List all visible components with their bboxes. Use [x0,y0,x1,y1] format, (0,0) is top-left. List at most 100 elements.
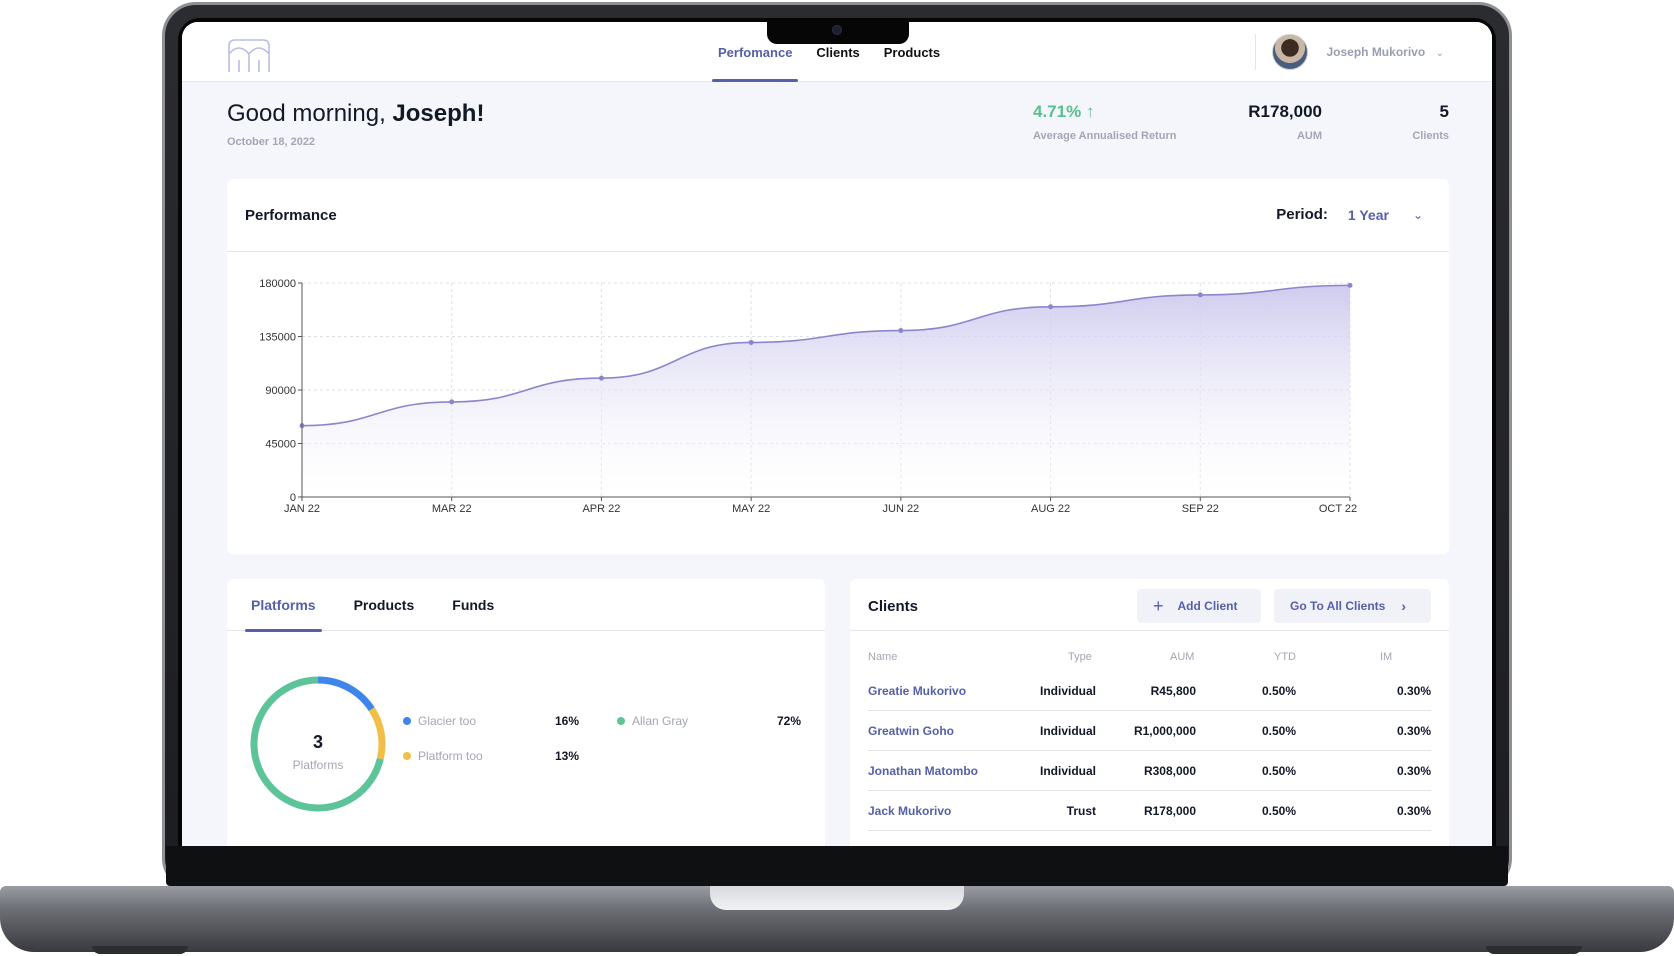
y-tick-label: 45000 [265,439,296,451]
client-type: Trust [1066,804,1096,818]
kpi-return-value: 4.71% [1033,102,1082,121]
tab-funds[interactable]: Funds [452,597,495,613]
client-im: 0.30% [1396,684,1431,698]
platforms-donut-chart [250,676,386,812]
app-screen: Perfomance Clients Products Joseph Mukor… [182,22,1492,846]
camera-notch [767,22,909,44]
camera-icon [832,25,842,35]
legend-percent: 13% [555,749,580,763]
donut-segment [250,676,384,812]
brand-logo-icon[interactable] [225,36,273,76]
chevron-right-icon: › [1401,598,1407,614]
tab-products[interactable]: Products [353,597,415,613]
client-aum: R308,000 [1143,764,1196,778]
table-row[interactable]: Greatwin Goho Individual R1,000,000 0.50… [868,709,1431,751]
donut-segment [317,676,375,712]
data-point [449,399,455,405]
client-aum: R1,000,000 [1133,724,1196,738]
chevron-down-icon[interactable]: ⌄ [1412,207,1423,222]
kpi-aum: R178,000 AUM [1248,102,1322,142]
client-name-link[interactable]: Greatie Mukorivo [868,684,967,698]
performance-chart: 0 45000 90000 135000 180000 JAN 22 MAR 22 APR 2… [259,278,1357,515]
area-fill [302,285,1350,497]
data-point [898,328,904,334]
client-type: Individual [1039,764,1096,778]
series-line [301,284,1351,427]
chevron-down-icon[interactable]: ⌄ [1435,48,1444,59]
legend-item-platform: Platform too [403,749,483,763]
nav-tab-performance[interactable]: Perfomance [706,22,804,82]
client-im: 0.30% [1396,724,1431,738]
nav-tab-products[interactable]: Products [883,44,941,60]
data-point [748,339,754,345]
table-row[interactable]: Jack Mukorivo Trust R178,000 0.50% 0.30% [868,789,1431,831]
platforms-count-label: Platforms [292,758,344,772]
user-name: Joseph Mukorivo [1326,45,1426,59]
table-row[interactable]: Greatie Mukorivo Individual R45,800 0.50… [868,669,1431,711]
kpi-aum-value: R178,000 [1248,102,1322,121]
x-tick-label: MAY 22 [732,503,770,515]
tab-platforms[interactable]: Platforms [245,579,322,632]
client-name-link[interactable]: Jack Mukorivo [868,804,952,818]
platforms-card: Platforms Products Funds 3 Platforms Gla… [227,579,825,846]
legend-dot [403,752,411,760]
add-client-button[interactable]: + Add Client [1137,589,1261,623]
data-point [1048,304,1054,310]
laptop-foot [1486,946,1582,954]
column-header-type: Type [1068,651,1092,663]
performance-title: Performance [245,207,337,224]
bezel-bottom [166,846,1508,886]
go-to-all-clients-label: Go To All Clients [1290,599,1386,613]
donut-segment [368,707,386,760]
column-header-im: IM [1380,651,1393,663]
client-ytd: 0.50% [1261,804,1296,818]
clients-card-header: Clients + Add Client Go To All Clients › [850,579,1449,631]
legend-item-glacier: Glacier too [403,714,476,728]
legend-percent: 16% [555,714,580,728]
x-tick-label: SEP 22 [1182,503,1219,515]
clients-card: Clients + Add Client Go To All Clients ›… [850,579,1449,846]
kpi-clients-value: 5 [1439,102,1449,121]
clients-title: Clients [868,598,919,615]
client-ytd: 0.50% [1261,764,1296,778]
client-type: Individual [1039,724,1096,738]
y-tick-label: 90000 [265,385,296,397]
legend-percent: 72% [777,714,802,728]
period-value[interactable]: 1 Year [1347,206,1389,223]
laptop-foot [92,946,188,954]
client-name-link[interactable]: Greatwin Goho [868,724,955,738]
avatar[interactable] [1272,34,1309,70]
client-ytd: 0.50% [1261,724,1296,738]
table-row[interactable]: Jonathan Matombo Individual R308,000 0.5… [868,749,1431,791]
arrow-up-icon: ↑ [1085,102,1095,121]
laptop-opening-notch [710,886,964,910]
x-tick-label: OCT 22 [1319,503,1357,515]
legend-item-allan-gray: Allan Gray [617,714,688,728]
nav-tab-clients[interactable]: Clients [816,44,860,60]
go-to-all-clients-button[interactable]: Go To All Clients › [1274,589,1431,623]
legend-label: Glacier too [418,714,477,728]
x-tick-label: JAN 22 [284,503,320,515]
kpi-aum-label: AUM [1296,130,1322,142]
column-header-aum: AUM [1170,651,1195,663]
y-tick-label: 135000 [259,332,296,344]
legend-dot [403,717,411,725]
greeting-name: Joseph! [392,100,485,127]
client-ytd: 0.50% [1261,684,1296,698]
client-aum: R45,800 [1150,684,1196,698]
x-tick-label: JUN 22 [883,503,920,515]
client-aum: R178,000 [1143,804,1196,818]
kpi-return: 4.71% ↑ Average Annualised Return [1033,102,1176,142]
y-tick-label: 0 [290,492,296,504]
data-point [1197,292,1203,298]
client-name-link[interactable]: Jonathan Matombo [868,764,978,778]
kpi-clients-label: Clients [1412,130,1449,142]
legend-label: Platform too [418,749,483,763]
greeting-prefix: Good morning, [227,100,393,127]
period-selector[interactable]: Period: 1 Year ⌄ [1276,206,1423,223]
data-point [598,375,604,381]
current-date: October 18, 2022 [227,136,316,148]
page-title: Good morning, Joseph! [227,100,484,128]
user-menu[interactable]: Joseph Mukorivo ⌄ [1255,34,1444,70]
client-im: 0.30% [1396,764,1431,778]
